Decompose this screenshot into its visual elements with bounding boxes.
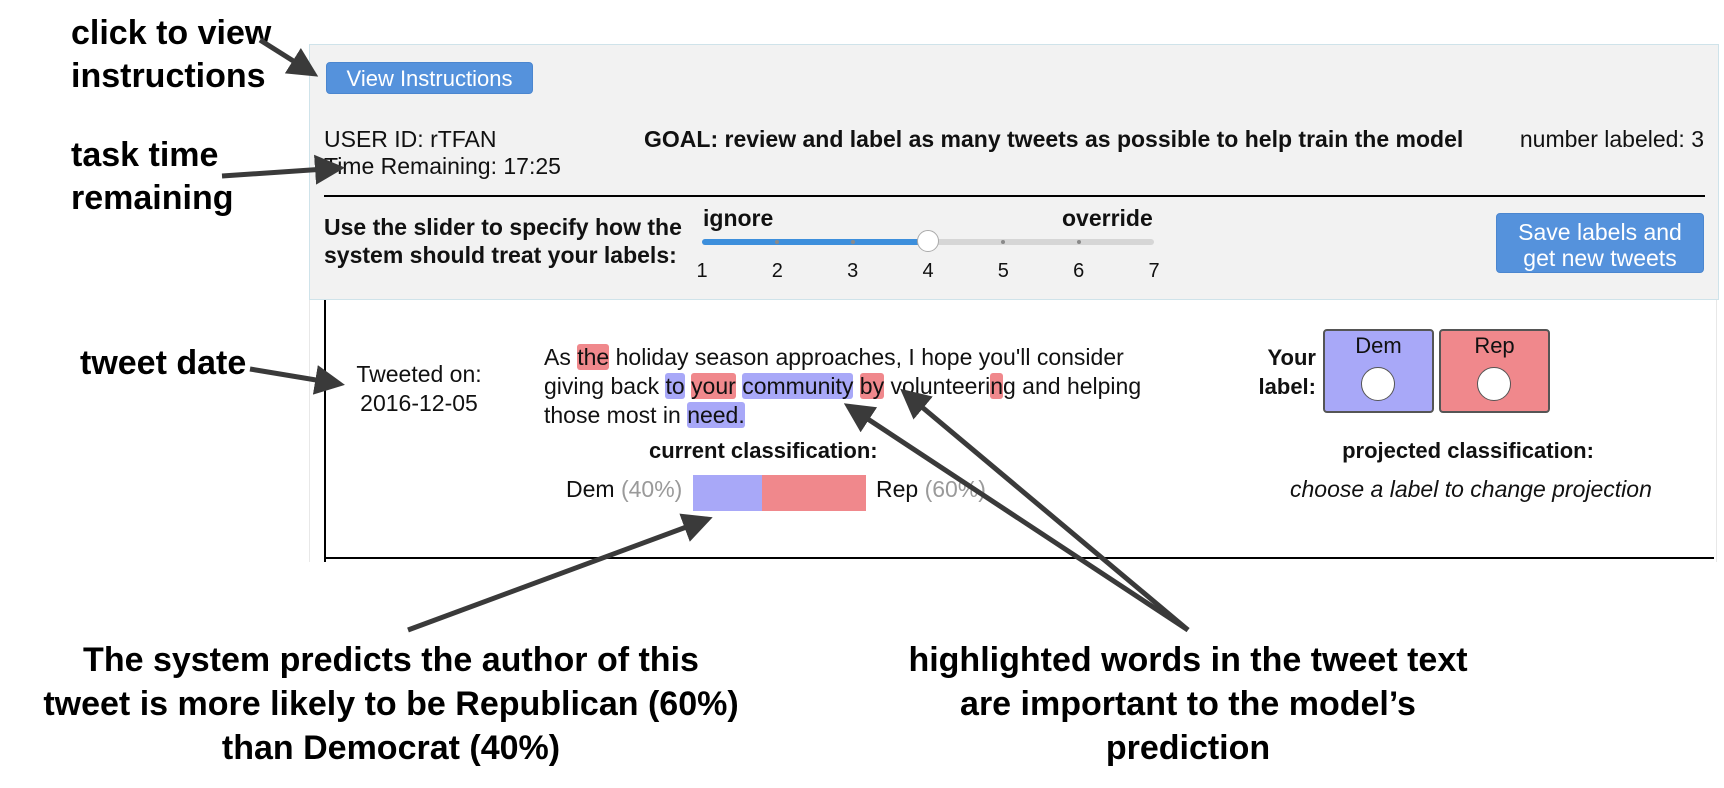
classification-bar-rep — [762, 475, 866, 511]
slider-tick-label: 6 — [1073, 260, 1085, 282]
slider-tick-label: 4 — [922, 260, 934, 282]
label-rep-option[interactable]: Rep — [1439, 329, 1550, 413]
arrow-highlight-1 — [843, 403, 1190, 633]
current-rep-label: Rep (60%) — [876, 476, 986, 502]
slider-override-label: override — [1062, 205, 1153, 231]
slider-tick-dot — [1076, 240, 1081, 244]
slider-tick-label: 5 — [997, 260, 1009, 282]
save-labels-button[interactable]: Save labels and get new tweets — [1496, 213, 1704, 273]
slider-ignore-label: ignore — [703, 205, 774, 231]
label-weight-slider[interactable]: 1 2 3 4 5 6 7 — [696, 230, 1160, 299]
slider-tick-label: 2 — [771, 260, 783, 282]
classification-bar — [693, 475, 866, 511]
tweet-text: As the holiday season approaches, I hope… — [544, 343, 1184, 430]
slider-thumb[interactable] — [917, 230, 939, 252]
annotation-highlight-caption: highlighted words in the tweet text are … — [908, 641, 1468, 767]
arrow-prediction — [407, 513, 713, 633]
slider-tick-label: 3 — [847, 260, 859, 282]
label-dem-option[interactable]: Dem — [1323, 329, 1434, 413]
slider-fill — [702, 239, 928, 245]
card-shadow-right — [1716, 300, 1717, 562]
your-label-title: Your label: — [1258, 345, 1316, 399]
annotation-time-remaining: task time remaining — [71, 136, 234, 217]
projected-classification-text: choose a label to change projection — [1290, 476, 1652, 502]
arrow-date — [249, 365, 345, 395]
slider-prompt: Use the slider to specify how the system… — [324, 214, 682, 268]
slider-tick-label: 7 — [1148, 260, 1160, 282]
highlighted-word: the — [577, 344, 610, 370]
current-classification-title: current classification: — [649, 438, 878, 463]
highlighted-word: need. — [687, 402, 745, 428]
time-remaining: Time Remaining: 17:25 — [324, 153, 561, 179]
annotation-tweet-date: tweet date — [80, 344, 247, 382]
projected-classification-title: projected classification: — [1342, 438, 1594, 463]
tweet-text-segment — [853, 373, 859, 399]
radio-rep[interactable] — [1477, 367, 1511, 401]
tweet-card-border-bottom — [324, 557, 1714, 559]
radio-dem[interactable] — [1361, 367, 1395, 401]
tweet-date: Tweeted on: 2016-12-05 — [356, 361, 482, 416]
annotation-instructions: click to view instructions — [71, 14, 272, 95]
view-instructions-button[interactable]: View Instructions — [326, 62, 533, 94]
user-id: USER ID: rTFAN — [324, 126, 497, 152]
highlighted-word: by — [859, 373, 885, 399]
tweet-card-border-left — [324, 300, 326, 562]
classification-bar-dem — [693, 475, 763, 511]
slider-tick-dot — [775, 240, 780, 244]
highlighted-word: to — [665, 373, 685, 399]
highlighted-word: your — [691, 373, 736, 399]
current-dem-label: Dem (40%) — [566, 476, 683, 502]
slider-tick-label: 1 — [696, 260, 708, 282]
number-labeled: number labeled: 3 — [1519, 126, 1704, 152]
tweet-text-segment: volunteeri — [884, 373, 991, 399]
highlighted-word: n — [990, 373, 1003, 399]
tweet-text-segment: holiday season approaches, I hope you'll… — [544, 344, 1124, 399]
tweet-text-segment: As — [544, 344, 578, 370]
annotation-prediction-caption: The system predicts the author of this t… — [43, 641, 739, 767]
goal-text: GOAL: review and label as many tweets as… — [644, 126, 1464, 152]
slider-tick-dot — [1001, 240, 1006, 244]
slider-tick-dot — [850, 240, 855, 244]
highlighted-word: community — [742, 373, 854, 399]
header-divider — [324, 195, 1705, 197]
task-header-panel: View Instructions USER ID: rTFAN Time Re… — [309, 44, 1719, 300]
card-shadow-left — [309, 300, 310, 562]
